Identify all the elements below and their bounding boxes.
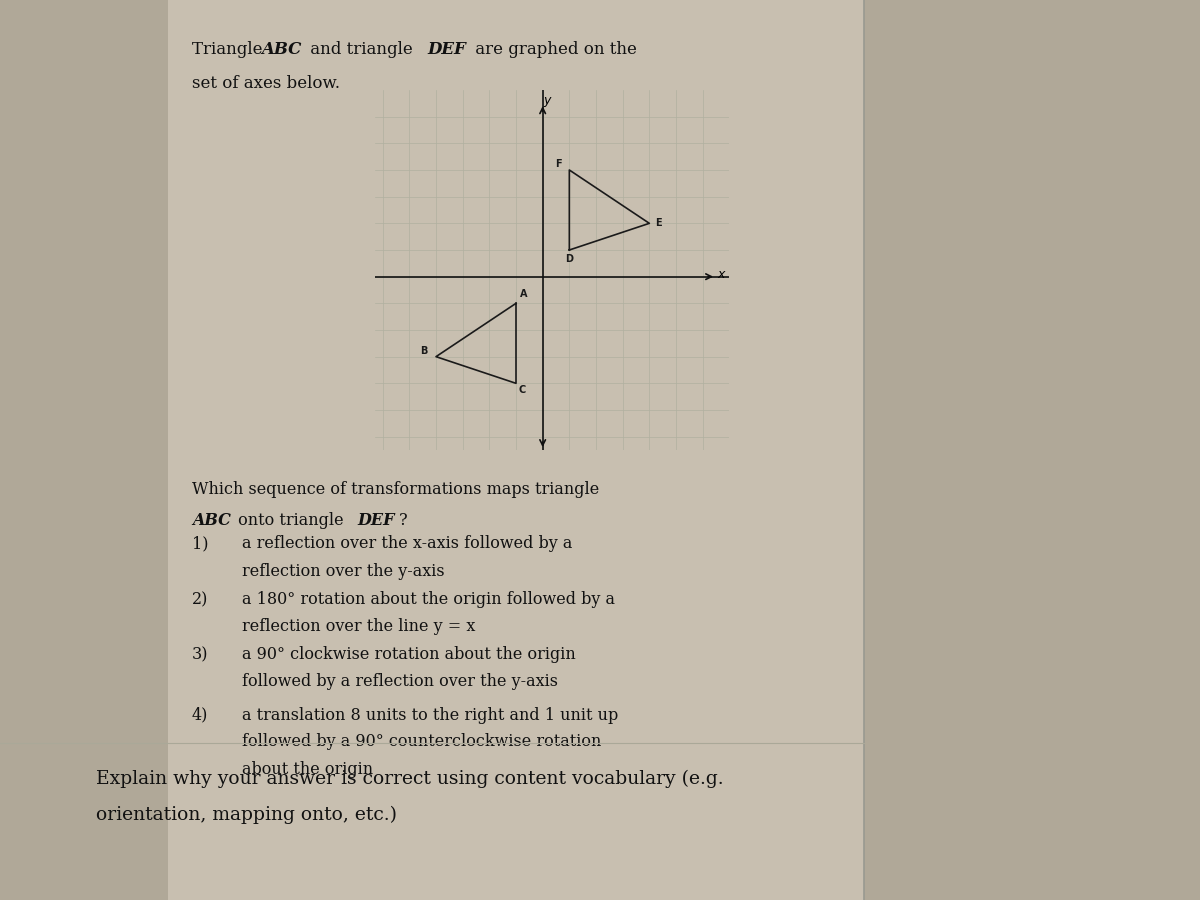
Text: ABC: ABC — [262, 40, 302, 58]
Text: DEF: DEF — [427, 40, 466, 58]
Text: DEF: DEF — [358, 512, 395, 529]
Text: C: C — [518, 384, 526, 395]
Text: y: y — [542, 94, 551, 107]
Text: about the origin: about the origin — [242, 760, 373, 778]
Text: 3): 3) — [192, 646, 209, 663]
Text: onto triangle: onto triangle — [233, 512, 348, 529]
Text: orientation, mapping onto, etc.): orientation, mapping onto, etc.) — [96, 806, 397, 824]
Text: D: D — [565, 254, 574, 264]
Text: ?: ? — [398, 512, 407, 529]
Text: 1): 1) — [192, 536, 209, 553]
Text: a reflection over the x-axis followed by a: a reflection over the x-axis followed by… — [242, 536, 572, 553]
Text: a translation 8 units to the right and 1 unit up: a translation 8 units to the right and 1… — [242, 706, 619, 724]
Text: E: E — [655, 218, 661, 228]
Text: followed by a 90° counterclockwise rotation: followed by a 90° counterclockwise rotat… — [242, 734, 601, 751]
Text: ABC: ABC — [192, 512, 230, 529]
Text: B: B — [420, 346, 427, 356]
Text: Explain why your answer is correct using content vocabulary (e.g.: Explain why your answer is correct using… — [96, 770, 724, 788]
Text: 2): 2) — [192, 591, 209, 608]
Text: Triangle: Triangle — [192, 40, 268, 58]
Text: followed by a reflection over the y-axis: followed by a reflection over the y-axis — [242, 673, 558, 690]
Text: a 180° rotation about the origin followed by a: a 180° rotation about the origin followe… — [242, 591, 616, 608]
Bar — [168, 0, 864, 900]
Text: Which sequence of transformations maps triangle: Which sequence of transformations maps t… — [192, 482, 599, 499]
Text: set of axes below.: set of axes below. — [192, 75, 340, 92]
Text: reflection over the y-axis: reflection over the y-axis — [242, 562, 445, 580]
Text: are graphed on the: are graphed on the — [470, 40, 637, 58]
Text: a 90° clockwise rotation about the origin: a 90° clockwise rotation about the origi… — [242, 646, 576, 663]
Text: A: A — [520, 289, 528, 299]
Text: x: x — [718, 267, 725, 281]
Text: reflection over the line y = x: reflection over the line y = x — [242, 618, 475, 635]
Text: 4): 4) — [192, 706, 209, 724]
Text: F: F — [554, 159, 562, 169]
Text: and triangle: and triangle — [305, 40, 418, 58]
